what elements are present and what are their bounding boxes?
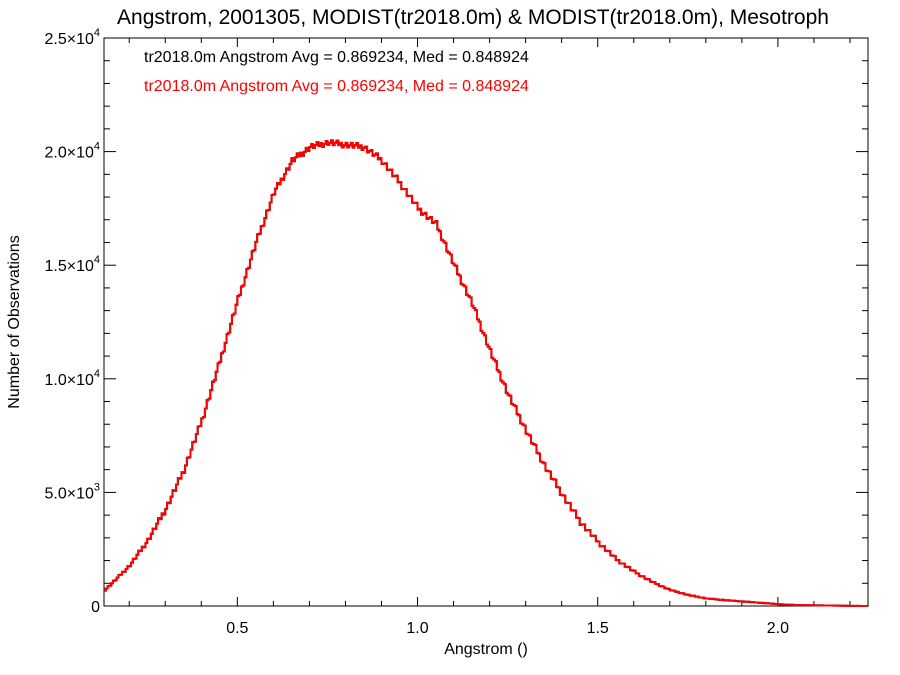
y-tick-label: 0 xyxy=(91,599,100,616)
legend-entry-red: tr2018.0m Angstrom Avg = 0.869234, Med =… xyxy=(144,78,529,95)
plot-frame xyxy=(103,37,869,607)
y-tick-label: 1.5×104 xyxy=(44,254,100,275)
y-tick-exponent: 4 xyxy=(94,254,100,266)
y-tick-exponent: 4 xyxy=(94,27,100,39)
y-tick-mantissa: 2.0×10 xyxy=(44,145,93,162)
series-group xyxy=(104,139,869,607)
y-tick-exponent: 4 xyxy=(94,368,100,380)
x-axis-label: Angstrom () xyxy=(444,641,528,658)
x-tick-label: 1.0 xyxy=(406,620,428,637)
legend: tr2018.0m Angstrom Avg = 0.869234, Med =… xyxy=(144,49,529,95)
legend-entry-black: tr2018.0m Angstrom Avg = 0.869234, Med =… xyxy=(144,49,529,66)
y-tick-mantissa: 5.0×10 xyxy=(44,485,93,502)
x-tick-label: 1.5 xyxy=(587,620,609,637)
y-tick-exponent: 4 xyxy=(94,141,100,153)
series-line-1 xyxy=(104,139,869,607)
x-tick-label: 0.5 xyxy=(226,620,248,637)
y-tick-label: 2.5×104 xyxy=(44,27,100,48)
y-tick-mantissa: 0 xyxy=(91,599,100,616)
y-tick-label: 5.0×103 xyxy=(44,481,100,502)
y-tick-label: 1.0×104 xyxy=(44,368,100,389)
y-axis-label: Number of Observations xyxy=(6,235,23,408)
y-tick-exponent: 3 xyxy=(94,481,100,493)
plot-area: 0.5 1.0 1.5 2.0 05.0×1031.0×1041.5×1042.0×1… xyxy=(44,27,869,637)
y-tick-mantissa: 1.5×10 xyxy=(44,258,93,275)
chart-title: Angstrom, 2001305, MODIST(tr2018.0m) & M… xyxy=(117,6,829,29)
x-tick-label: 2.0 xyxy=(767,620,789,637)
y-tick-mantissa: 1.0×10 xyxy=(44,372,93,389)
y-tick-label: 2.0×104 xyxy=(44,141,100,162)
y-tick-mantissa: 2.5×10 xyxy=(44,31,93,48)
